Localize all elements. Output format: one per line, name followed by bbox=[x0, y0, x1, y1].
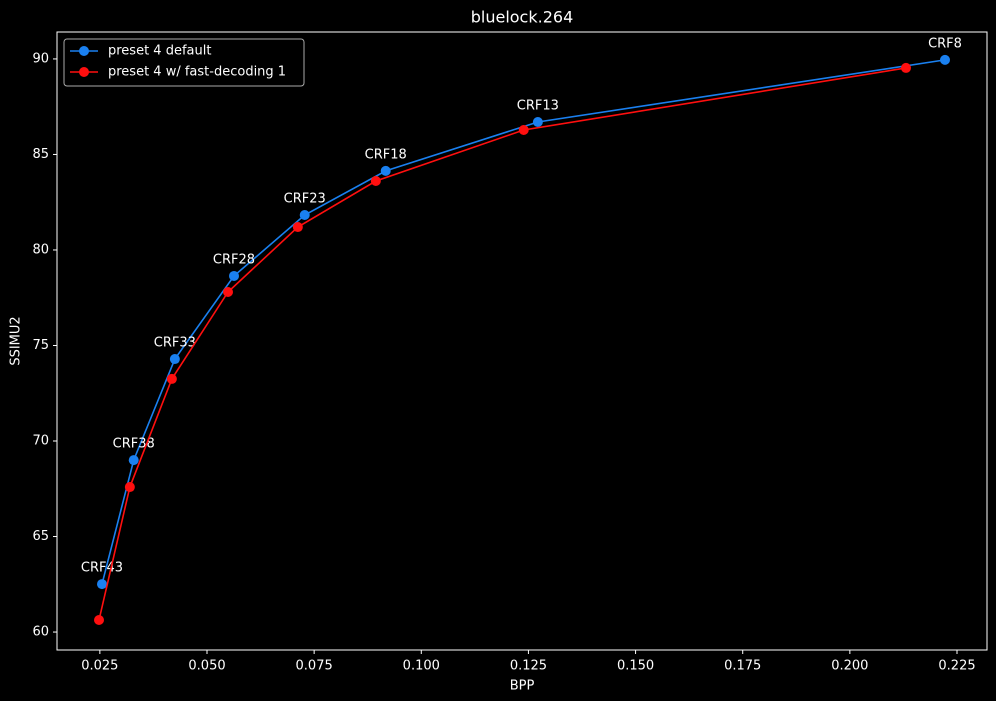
x-tick-label: 0.175 bbox=[724, 659, 761, 674]
point bbox=[901, 62, 911, 73]
point bbox=[166, 373, 177, 384]
point bbox=[169, 354, 180, 365]
series-line bbox=[98, 67, 907, 621]
y-tick-label: 75 bbox=[32, 338, 49, 353]
point bbox=[532, 116, 543, 127]
plot-frame bbox=[56, 31, 988, 651]
point-label: CRF8 bbox=[928, 36, 962, 51]
x-tick-label: 0.025 bbox=[81, 659, 118, 674]
point bbox=[518, 125, 529, 136]
legend-marker bbox=[79, 67, 89, 77]
point bbox=[370, 176, 381, 187]
series-line bbox=[101, 59, 946, 585]
point bbox=[940, 54, 950, 65]
x-axis-label: BPP bbox=[510, 679, 535, 694]
point bbox=[223, 286, 233, 297]
point bbox=[380, 165, 391, 176]
point bbox=[229, 270, 239, 281]
legend-box bbox=[63, 38, 305, 87]
point-label: CRF33 bbox=[154, 336, 196, 351]
x-tick-label: 0.050 bbox=[188, 659, 225, 674]
x-tick-label: 0.225 bbox=[938, 659, 975, 674]
point bbox=[97, 579, 107, 590]
x-tick-label: 0.150 bbox=[617, 659, 654, 674]
point bbox=[94, 615, 104, 626]
point-label: CRF43 bbox=[81, 561, 123, 576]
x-tick-label: 0.075 bbox=[296, 659, 333, 674]
y-tick-label: 90 bbox=[32, 51, 49, 66]
y-tick-label: 80 bbox=[32, 242, 49, 257]
y-tick-label: 65 bbox=[32, 529, 49, 544]
point-label: CRF13 bbox=[517, 98, 559, 113]
y-tick-label: 85 bbox=[32, 147, 49, 162]
point bbox=[128, 455, 139, 466]
y-tick-label: 60 bbox=[32, 625, 49, 640]
point-label: CRF23 bbox=[284, 192, 326, 207]
y-axis-label: SSIMU2 bbox=[9, 316, 24, 365]
x-tick-label: 0.200 bbox=[831, 659, 868, 674]
legend-label: preset 4 w/ fast-decoding 1 bbox=[108, 65, 286, 80]
y-tick-label: 70 bbox=[32, 434, 49, 449]
point-label: CRF18 bbox=[365, 147, 407, 162]
legend-marker bbox=[79, 46, 89, 56]
x-tick-label: 0.100 bbox=[403, 659, 440, 674]
chart-title: bluelock.264 bbox=[471, 8, 574, 27]
point-label: CRF28 bbox=[213, 252, 255, 267]
legend-label: preset 4 default bbox=[108, 44, 211, 59]
point bbox=[299, 210, 310, 221]
point bbox=[292, 222, 303, 233]
x-tick-label: 0.125 bbox=[510, 659, 547, 674]
point bbox=[124, 482, 135, 493]
